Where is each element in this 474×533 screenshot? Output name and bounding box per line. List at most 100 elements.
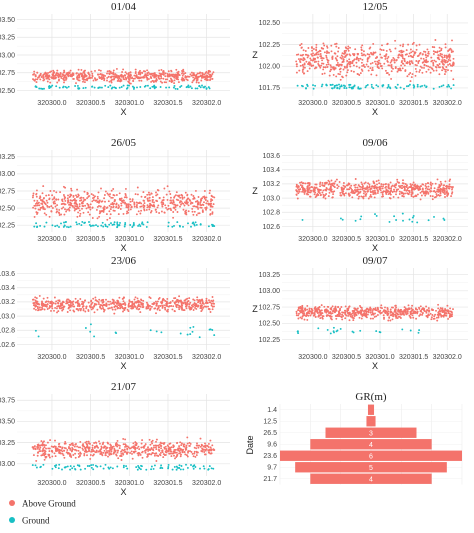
- data-point: [300, 58, 303, 61]
- data-point: [179, 300, 181, 303]
- data-point: [386, 312, 389, 315]
- data-point: [115, 87, 117, 90]
- data-point: [210, 448, 212, 451]
- data-point: [130, 450, 133, 453]
- data-point: [93, 335, 96, 338]
- data-point: [212, 467, 215, 470]
- data-point: [339, 70, 342, 73]
- data-point: [376, 56, 378, 59]
- data-point: [335, 178, 338, 181]
- data-point: [442, 84, 445, 87]
- data-point: [144, 451, 147, 454]
- data-point: [342, 60, 345, 63]
- data-point: [314, 196, 317, 199]
- data-point: [127, 75, 129, 78]
- data-point: [203, 86, 205, 89]
- data-point: [124, 306, 127, 309]
- data-point: [126, 467, 129, 470]
- panel-grid: [17, 150, 230, 232]
- data-point: [122, 453, 125, 456]
- data-point: [313, 54, 316, 56]
- data-point: [109, 70, 112, 73]
- data-point: [90, 308, 93, 311]
- data-point: [154, 300, 157, 303]
- data-point: [332, 309, 335, 312]
- data-point: [154, 79, 157, 82]
- data-point: [177, 194, 179, 197]
- data-point: [337, 313, 340, 316]
- data-point: [194, 189, 197, 192]
- data-point: [411, 314, 414, 317]
- data-point: [200, 206, 203, 209]
- data-point: [168, 73, 171, 76]
- x-tick-label: 320300.0: [37, 354, 66, 361]
- data-point: [411, 183, 414, 186]
- data-point: [40, 202, 43, 205]
- data-point: [420, 57, 423, 60]
- data-point: [101, 299, 104, 301]
- data-point: [113, 198, 116, 201]
- data-point: [439, 180, 442, 183]
- data-point: [99, 450, 102, 453]
- data-point: [386, 189, 389, 192]
- data-point: [209, 311, 212, 313]
- data-point: [196, 296, 199, 299]
- data-point: [212, 203, 215, 206]
- data-point: [419, 52, 422, 55]
- data-point: [209, 208, 212, 211]
- data-point: [433, 187, 436, 190]
- data-point: [42, 463, 45, 466]
- data-point: [110, 222, 112, 225]
- data-point: [434, 51, 437, 54]
- data-point: [377, 190, 380, 193]
- data-point: [438, 194, 441, 197]
- data-point: [34, 447, 37, 450]
- data-point: [447, 310, 450, 313]
- data-point: [359, 185, 362, 188]
- data-point: [395, 59, 398, 61]
- data-point: [81, 207, 83, 210]
- data-point: [358, 66, 361, 69]
- data-point: [172, 206, 175, 209]
- data-point: [208, 87, 211, 90]
- data-point: [88, 74, 91, 77]
- data-point: [410, 76, 413, 79]
- data-point: [307, 182, 310, 185]
- data-point: [158, 69, 161, 72]
- data-point: [192, 205, 195, 208]
- data-point: [196, 76, 199, 79]
- data-point: [149, 307, 152, 310]
- data-point: [191, 207, 194, 210]
- data-point: [302, 57, 305, 60]
- data-point: [395, 219, 398, 221]
- data-point: [114, 450, 117, 453]
- data-point: [132, 306, 135, 308]
- data-point: [338, 83, 340, 86]
- data-point: [94, 296, 97, 299]
- data-point: [160, 201, 163, 204]
- data-point: [318, 192, 321, 195]
- data-point: [69, 201, 72, 204]
- x-axis-label: X: [120, 361, 126, 371]
- data-point: [83, 452, 86, 455]
- data-point: [330, 312, 333, 315]
- data-point: [173, 196, 176, 199]
- data-point: [186, 201, 189, 204]
- data-point: [106, 449, 108, 452]
- data-point: [187, 84, 190, 87]
- data-point: [164, 445, 167, 448]
- data-point: [439, 185, 442, 187]
- data-point: [36, 211, 39, 214]
- data-point: [51, 194, 54, 197]
- data-point: [61, 306, 64, 309]
- data-point: [94, 79, 97, 82]
- data-point: [145, 301, 148, 304]
- data-point: [359, 304, 361, 307]
- data-point: [410, 307, 413, 310]
- data-point: [199, 206, 202, 209]
- data-point: [362, 50, 365, 53]
- data-point: [163, 304, 166, 307]
- data-point: [364, 313, 367, 316]
- data-point: [428, 310, 430, 313]
- data-point: [78, 79, 81, 82]
